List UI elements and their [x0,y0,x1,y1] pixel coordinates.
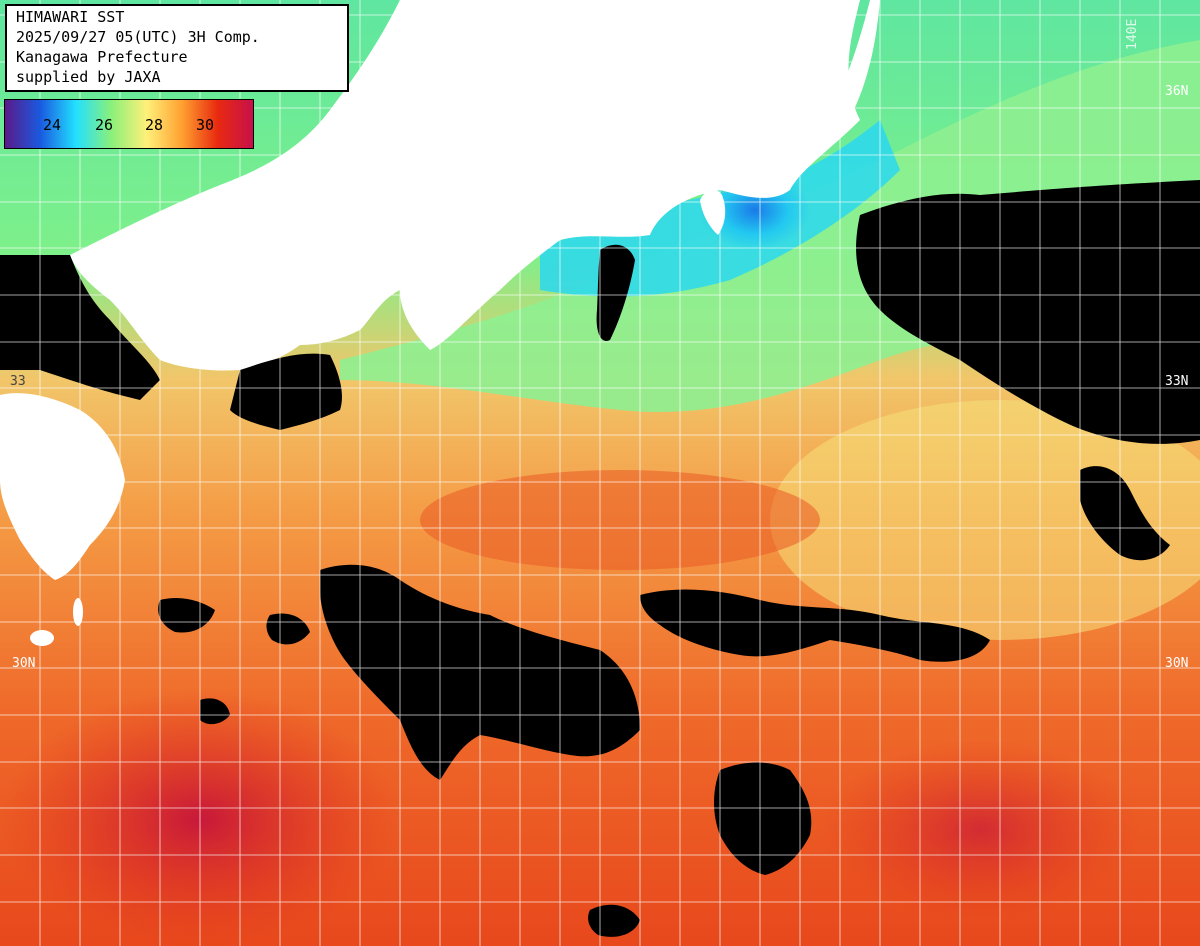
legend-tick-26: 26 [95,116,114,134]
land-yakushima [73,598,83,626]
warm-yellow-zone [770,400,1200,640]
title-line-datetime: 2025/09/27 05(UTC) 3H Comp. [16,28,260,46]
land-kyushu [0,393,125,580]
title-box: HIMAWARI SST 2025/09/27 05(UTC) 3H Comp.… [5,4,349,92]
lat-label-36n: 36N [1165,84,1188,99]
lat-label-30n-left: 30N [12,656,35,671]
legend-tick-24: 24 [43,116,62,134]
legend-tick-28: 28 [145,116,164,134]
land-kii [440,169,525,227]
title-line-credit: supplied by JAXA [16,68,161,86]
lat-label-33-left: 33 [10,374,26,389]
legend-tick-30: 30 [196,116,215,134]
title-line-prefecture: Kanagawa Prefecture [16,48,188,66]
lat-label-33n: 33N [1165,374,1188,389]
color-legend: 24 26 28 30 [4,99,254,149]
lat-label-30n-right: 30N [1165,656,1188,671]
hot-zone-right [820,740,1140,920]
land-izu-peninsula [700,189,726,235]
title-line-product: HIMAWARI SST [16,8,125,26]
lon-label-140e: 140E [1125,19,1140,50]
land-shikoku [224,293,298,350]
land-boso [790,0,880,180]
lon-label-136e: 136E [485,11,500,42]
land-tanegashima [30,630,54,646]
